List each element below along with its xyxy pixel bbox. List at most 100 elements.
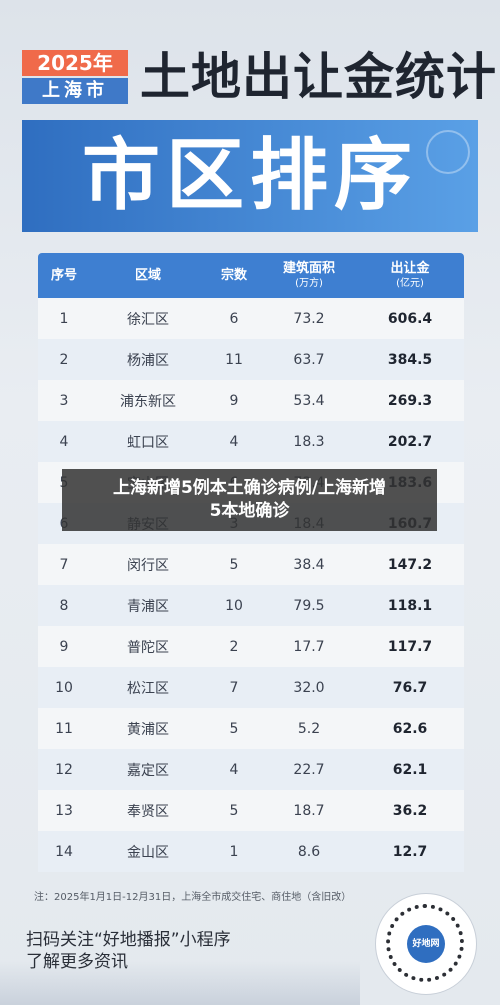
cell-district: 黄浦区 [127,721,169,738]
cell-district: 虹口区 [127,434,169,451]
qr-code[interactable]: 好地网 [375,893,477,995]
cell-rank: 11 [55,720,73,737]
cell-fee: 118.1 [387,597,433,614]
cell-fee: 269.3 [387,392,433,409]
cell-area: 18.7 [293,802,325,819]
ranking-table: 序号 区域 宗数 建筑面积 (万方) 出让金 (亿元) 1 徐汇区 6 73.2 606… [38,253,464,872]
cell-fee: 147.2 [387,556,433,573]
cell-area: 32.0 [293,679,325,696]
cell-rank: 4 [59,433,69,450]
table-row: 7 闵行区 5 38.4 147.2 [38,544,464,585]
cell-fee: 62.6 [392,720,428,737]
cell-rank: 7 [59,556,69,573]
header-area: 建筑面积 (万方) [262,261,356,291]
cell-fee: 62.1 [392,761,428,778]
cell-rank: 3 [59,392,69,409]
header-area-unit: (万方) [295,277,323,289]
table-body: 1 徐汇区 6 73.2 606.4 2 杨浦区 11 63.7 384.5 3 浦东新区 9 53.4 2… [38,298,464,872]
cell-fee: 117.7 [387,638,433,655]
news-overlay[interactable]: 上海新增5例本土确诊病例/上海新增 5本地确诊 [62,469,437,531]
page-title: 土地出让金统计 [140,48,497,106]
cell-count: 11 [225,351,243,368]
overlay-text[interactable]: 上海新增5例本土确诊病例/上海新增 5本地确诊 [62,477,437,523]
cell-count: 10 [225,597,243,614]
cell-area: 79.5 [293,597,325,614]
cell-fee: 606.4 [387,310,433,327]
cell-area: 22.7 [293,761,325,778]
cell-count: 5 [229,556,239,573]
cell-district: 金山区 [127,844,169,861]
cell-count: 7 [229,679,239,696]
banner: 市区排序 [22,120,478,232]
cell-district: 闵行区 [127,557,169,574]
cell-rank: 2 [59,351,69,368]
cell-district: 普陀区 [127,639,169,656]
cell-district: 嘉定区 [127,762,169,779]
watermark-logo-icon [426,130,470,174]
cell-district: 杨浦区 [127,352,169,369]
cta-line-2: 了解更多资讯 [26,952,128,972]
overlay-line-1[interactable]: 上海新增5例本土确诊病例/上海新增 [112,478,387,498]
cell-area: 5.2 [297,720,321,737]
header-district: 区域 [134,268,161,283]
header-fee-label: 出让金 [390,260,430,276]
cell-count: 4 [229,761,239,778]
cell-rank: 12 [55,761,73,778]
cell-rank: 8 [59,597,69,614]
overlay-line-2[interactable]: 5本地确诊 [209,501,290,521]
cell-district: 浦东新区 [120,393,176,410]
table-row: 1 徐汇区 6 73.2 606.4 [38,298,464,339]
cell-district: 松江区 [127,680,169,697]
qr-pattern-icon [386,904,464,982]
table-row: 11 黄浦区 5 5.2 62.6 [38,708,464,749]
cell-count: 5 [229,720,239,737]
cell-fee: 76.7 [392,679,428,696]
cell-area: 38.4 [293,556,325,573]
cell-fee: 36.2 [392,802,428,819]
cell-area: 73.2 [293,310,325,327]
table-row: 2 杨浦区 11 63.7 384.5 [38,339,464,380]
cell-area: 18.3 [293,433,325,450]
table-row: 9 普陀区 2 17.7 117.7 [38,626,464,667]
cell-rank: 10 [55,679,73,696]
cell-rank: 1 [59,310,69,327]
header-rank: 序号 [50,268,77,283]
cell-district: 徐汇区 [127,311,169,328]
cell-area: 53.4 [293,392,325,409]
table-row: 12 嘉定区 4 22.7 62.1 [38,749,464,790]
cell-district: 奉贤区 [127,803,169,820]
cell-count: 4 [229,433,239,450]
cell-fee: 202.7 [387,433,433,450]
cell-rank: 14 [55,843,73,860]
header-count: 宗数 [220,268,247,283]
cell-count: 1 [229,843,239,860]
table-row: 4 虹口区 4 18.3 202.7 [38,421,464,462]
cell-count: 6 [229,310,239,327]
city-skyline-decoration [0,960,360,1005]
table-row: 3 浦东新区 9 53.4 269.3 [38,380,464,421]
cell-fee: 384.5 [387,351,433,368]
cell-count: 2 [229,638,239,655]
cell-area: 17.7 [293,638,325,655]
cta-line-1: 扫码关注“好地播报”小程序 [26,930,231,950]
year-tag: 2025年 [22,50,128,76]
qr-logo: 好地网 [407,925,445,963]
cell-count: 9 [229,392,239,409]
city-tag: 上海市 [22,78,128,104]
cell-count: 5 [229,802,239,819]
cell-rank: 9 [59,638,69,655]
banner-title: 市区排序 [81,131,418,221]
header-area-label: 建筑面积 [282,260,335,276]
cell-district: 青浦区 [127,598,169,615]
table-row: 14 金山区 1 8.6 12.7 [38,831,464,872]
cell-area: 8.6 [297,843,321,860]
footnote: 注：2025年1月1日-12月31日，上海全市成交住宅、商住地（含旧改） [34,892,352,903]
header-fee-unit: (亿元) [396,277,424,289]
cell-rank: 13 [55,802,73,819]
table-row: 13 奉贤区 5 18.7 36.2 [38,790,464,831]
table-row: 10 松江区 7 32.0 76.7 [38,667,464,708]
table-header: 序号 区域 宗数 建筑面积 (万方) 出让金 (亿元) [38,253,464,298]
table-row: 8 青浦区 10 79.5 118.1 [38,585,464,626]
cell-area: 63.7 [293,351,325,368]
